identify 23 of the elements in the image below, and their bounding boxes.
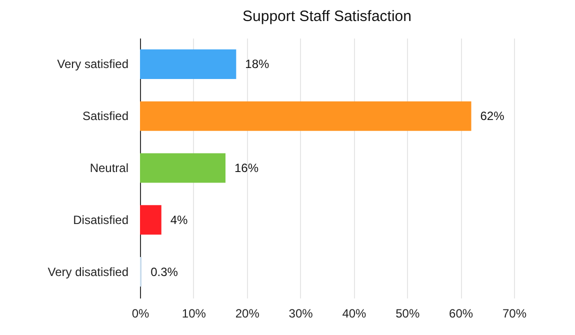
y-tick-label: Very disatisfied bbox=[48, 264, 128, 279]
x-tick-label: 60% bbox=[449, 306, 474, 320]
x-tick-label: 30% bbox=[288, 306, 314, 320]
bar bbox=[140, 49, 236, 79]
y-tick-label: Neutral bbox=[90, 161, 128, 175]
bar bbox=[140, 101, 472, 131]
x-tick-label: 10% bbox=[182, 306, 206, 320]
x-tick-label: 20% bbox=[235, 306, 260, 320]
data-label: 62% bbox=[480, 109, 505, 124]
x-tick-label: 0% bbox=[132, 306, 150, 320]
x-tick-label: 70% bbox=[502, 306, 527, 320]
x-tick-label: 50% bbox=[396, 306, 420, 320]
bar bbox=[140, 205, 162, 235]
data-label: 0.3% bbox=[150, 264, 178, 279]
x-tick-label: 40% bbox=[342, 306, 367, 320]
y-tick-label: Very satisfied bbox=[57, 57, 128, 72]
data-label: 16% bbox=[234, 161, 259, 175]
data-label: 18% bbox=[245, 57, 270, 72]
bar bbox=[140, 153, 226, 183]
y-tick-label: Disatisfied bbox=[73, 212, 128, 227]
chart-title: Support Staff Satisfaction bbox=[242, 8, 412, 25]
y-tick-label: Satisfied bbox=[82, 109, 128, 124]
data-label: 4% bbox=[170, 212, 188, 227]
